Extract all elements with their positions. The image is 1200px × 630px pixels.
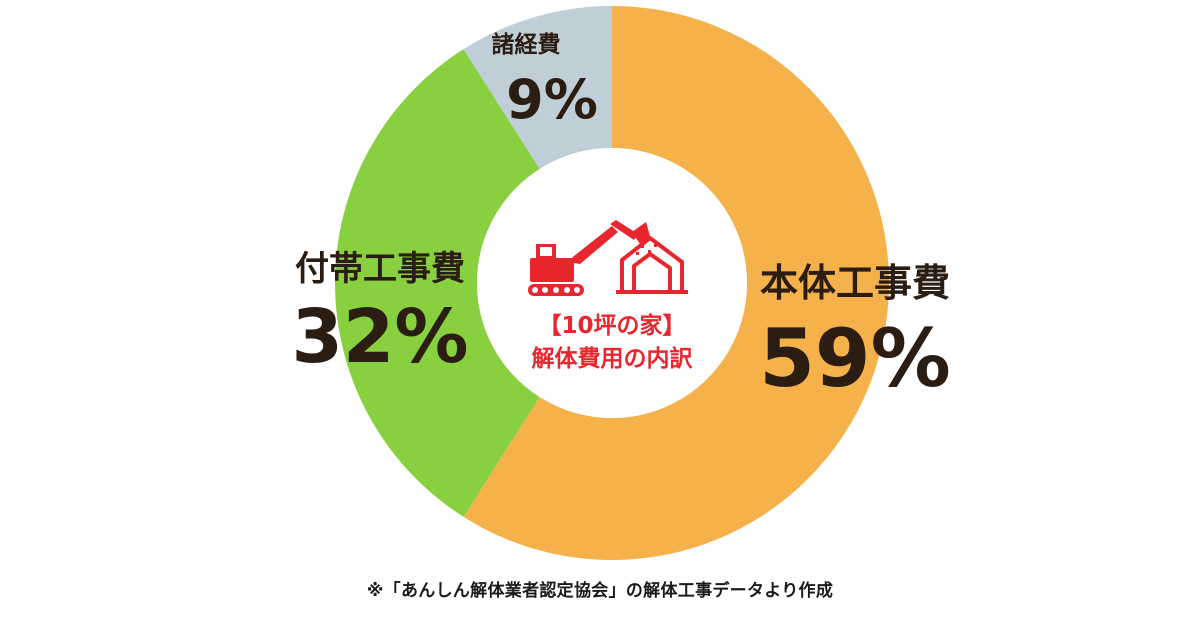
slice-ancillary-construction <box>335 49 540 517</box>
slice-value-ancillary-construction: 32% <box>291 294 468 380</box>
source-footnote: ※「あんしん解体業者認定協会」の解体工事データより作成 <box>366 581 834 601</box>
slice-misc-expenses <box>463 6 612 170</box>
slice-label-ancillary-construction: 付帯工事費 <box>295 249 465 289</box>
slice-labels: 本体工事費 59% 付帯工事費 32% 諸経費 9% <box>291 31 950 405</box>
slice-label-main-construction: 本体工事費 <box>760 261 950 305</box>
center-subtitle: 解体費用の内訳 <box>532 345 694 372</box>
excavator-demolishing-house-icon <box>528 220 688 296</box>
slice-value-misc-expenses: 9% <box>506 68 598 131</box>
slice-main-construction <box>463 6 890 560</box>
donut-hole <box>477 148 747 418</box>
slice-value-main-construction: 59% <box>759 312 950 405</box>
donut-slices <box>335 6 890 560</box>
center-title: 【10坪の家】 <box>538 312 685 339</box>
slice-label-misc-expenses: 諸経費 <box>492 31 561 58</box>
